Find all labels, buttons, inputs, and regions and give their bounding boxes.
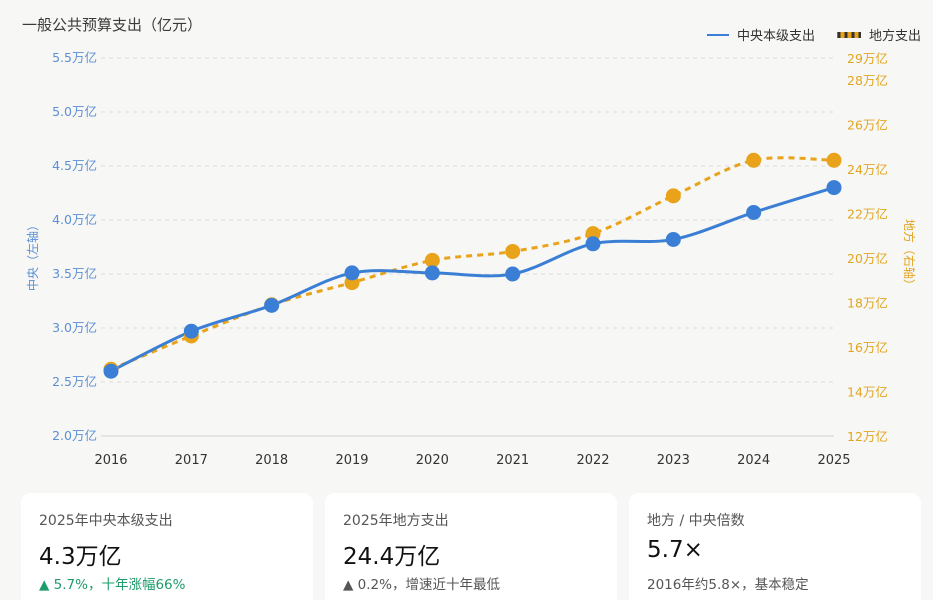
line-chart: 2.0万亿 2.5万亿 3.0万亿 3.5万亿 4.0万亿 4.5万亿 5.0万亿 5.5万亿… (25, 50, 917, 468)
card-value: 24.4万亿 (343, 544, 441, 570)
data-point-local (424, 252, 440, 268)
x-tick-label: 2016 (94, 453, 127, 468)
y-right-tick-label: 26万亿 (847, 118, 888, 133)
data-point-central (585, 236, 601, 252)
y-right-tick-label: 18万亿 (847, 296, 888, 311)
card-label: 地方 / 中央倍数 (647, 513, 745, 529)
card-label: 2025年地方支出 (343, 513, 449, 529)
x-tick-label: 2024 (737, 453, 770, 468)
x-tick-label: 2020 (416, 453, 449, 468)
data-point-local (505, 243, 521, 259)
y-left-tick-label: 3.0万亿 (52, 320, 97, 335)
data-point-local (665, 188, 681, 204)
x-tick-label: 2023 (657, 453, 690, 468)
card-note: ▲ 5.7%，十年涨幅66% (39, 577, 186, 593)
card-central-spending: 2025年中央本级支出 4.3万亿 ▲ 5.7%，十年涨幅66% (21, 493, 313, 600)
y-left-tick-label: 4.5万亿 (52, 158, 97, 173)
legend-swatch-local (836, 31, 861, 38)
y-left-tick-label: 2.0万亿 (52, 428, 97, 443)
data-point-central (826, 180, 842, 196)
y-right-tick-label: 20万亿 (847, 251, 888, 266)
card-ratio: 地方 / 中央倍数 5.7× 2016年约5.8×，基本稳定 (629, 493, 921, 600)
y-right-tick-label: 28万亿 (847, 73, 888, 88)
x-tick-label: 2017 (175, 453, 208, 468)
x-tick-label: 2022 (576, 453, 609, 468)
x-tick-label: 2018 (255, 453, 288, 468)
data-point-central (665, 231, 681, 247)
data-point-local (826, 152, 842, 168)
x-tick-label: 2025 (817, 453, 850, 468)
data-point-central (264, 297, 280, 313)
data-point-central (344, 265, 360, 281)
y-right-axis-title: 地方（右轴） (902, 219, 917, 291)
y-left-tick-label: 5.0万亿 (52, 104, 97, 119)
y-left-tick-label: 4.0万亿 (52, 212, 97, 227)
data-point-central (183, 323, 199, 339)
data-point-central (103, 363, 119, 379)
y-right-tick-label: 24万亿 (847, 162, 888, 177)
chart-title: 一般公共预算支出（亿元） (22, 16, 203, 34)
data-point-local (746, 152, 762, 168)
card-label: 2025年中央本级支出 (39, 513, 173, 529)
y-right-tick-label: 22万亿 (847, 207, 888, 222)
legend-label-central: 中央本级支出 (736, 29, 815, 44)
series-line-central (110, 186, 835, 373)
data-point-central (746, 204, 762, 220)
x-tick-label: 2021 (496, 453, 529, 468)
card-value: 5.7× (647, 537, 703, 563)
data-point-central (505, 266, 521, 282)
legend-swatch-central (706, 33, 729, 36)
y-right-tick-label: 14万亿 (847, 385, 888, 400)
legend-item-local[interactable]: 地方支出 (836, 25, 921, 44)
y-left-axis-title: 中央（左轴） (25, 219, 40, 291)
card-local-spending: 2025年地方支出 24.4万亿 ▲ 0.2%，增速近十年最低 (325, 493, 617, 600)
card-value: 4.3万亿 (39, 544, 122, 570)
chart-legend: 中央本级支出 地方支出 (706, 25, 921, 44)
y-right-tick-label: 29万亿 (847, 51, 888, 66)
card-note: ▲ 0.2%，增速近十年最低 (343, 577, 500, 593)
y-left-tick-label: 3.5万亿 (52, 266, 97, 281)
y-left-tick-label: 5.5万亿 (52, 50, 97, 65)
y-right-tick-label: 12万亿 (847, 429, 888, 444)
card-note: 2016年约5.8×，基本稳定 (647, 577, 809, 593)
y-left-tick-label: 2.5万亿 (52, 374, 97, 389)
x-tick-label: 2019 (335, 453, 368, 468)
data-point-central (424, 265, 440, 281)
y-right-tick-label: 16万亿 (847, 340, 888, 355)
series-line-local (110, 156, 835, 371)
legend-label-local: 地方支出 (868, 29, 921, 44)
legend-item-central[interactable]: 中央本级支出 (706, 25, 815, 44)
